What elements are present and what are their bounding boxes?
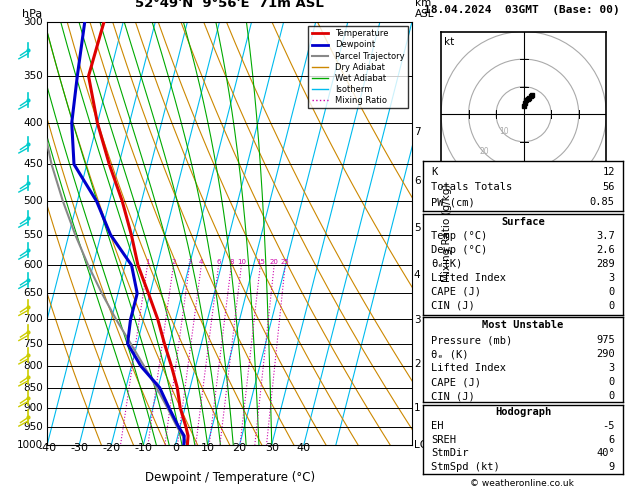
Text: 350: 350 xyxy=(23,71,43,81)
Text: 2: 2 xyxy=(414,359,420,369)
Text: 4: 4 xyxy=(199,260,204,265)
Text: Lifted Index: Lifted Index xyxy=(431,273,506,283)
Text: -40: -40 xyxy=(38,443,56,453)
Text: 10: 10 xyxy=(499,127,509,136)
Text: 3: 3 xyxy=(608,273,615,283)
Text: © weatheronline.co.uk: © weatheronline.co.uk xyxy=(470,479,574,486)
Text: SREH: SREH xyxy=(431,434,456,445)
Text: 950: 950 xyxy=(23,422,43,432)
Text: 0: 0 xyxy=(608,377,615,387)
Text: 650: 650 xyxy=(23,288,43,298)
Text: 2.6: 2.6 xyxy=(596,245,615,255)
Text: CIN (J): CIN (J) xyxy=(431,391,475,401)
Text: θₑ(K): θₑ(K) xyxy=(431,259,462,269)
Text: 12: 12 xyxy=(602,167,615,177)
Text: 0: 0 xyxy=(608,301,615,311)
Text: 500: 500 xyxy=(23,196,43,206)
Text: 850: 850 xyxy=(23,382,43,393)
Text: 3: 3 xyxy=(187,260,192,265)
Text: 10: 10 xyxy=(201,443,214,453)
Text: 5: 5 xyxy=(414,223,420,233)
Text: Totals Totals: Totals Totals xyxy=(431,182,513,192)
Text: -30: -30 xyxy=(70,443,88,453)
Text: 9: 9 xyxy=(608,462,615,472)
Text: 550: 550 xyxy=(23,230,43,240)
Text: PW (cm): PW (cm) xyxy=(431,197,475,207)
Text: CIN (J): CIN (J) xyxy=(431,301,475,311)
Text: 450: 450 xyxy=(23,159,43,169)
Text: 6: 6 xyxy=(216,260,221,265)
Text: 56: 56 xyxy=(602,182,615,192)
Text: EH: EH xyxy=(431,421,444,431)
Text: 4: 4 xyxy=(414,270,420,279)
Text: 8: 8 xyxy=(229,260,233,265)
Text: CAPE (J): CAPE (J) xyxy=(431,287,481,297)
Text: 900: 900 xyxy=(23,403,43,413)
Text: 6: 6 xyxy=(414,176,420,186)
Text: 52°49'N  9°56'E  71m ASL: 52°49'N 9°56'E 71m ASL xyxy=(135,0,324,10)
Text: 750: 750 xyxy=(23,339,43,348)
Legend: Temperature, Dewpoint, Parcel Trajectory, Dry Adiabat, Wet Adiabat, Isotherm, Mi: Temperature, Dewpoint, Parcel Trajectory… xyxy=(308,26,408,108)
Text: θₑ (K): θₑ (K) xyxy=(431,349,469,359)
Text: Dewpoint / Temperature (°C): Dewpoint / Temperature (°C) xyxy=(145,471,314,485)
Text: 0: 0 xyxy=(608,391,615,401)
Text: 20: 20 xyxy=(233,443,247,453)
Text: 975: 975 xyxy=(596,335,615,345)
Text: 40: 40 xyxy=(297,443,311,453)
Text: -20: -20 xyxy=(103,443,120,453)
Text: km
ASL: km ASL xyxy=(415,0,435,19)
Text: 700: 700 xyxy=(23,314,43,325)
Text: CAPE (J): CAPE (J) xyxy=(431,377,481,387)
Text: 30: 30 xyxy=(265,443,279,453)
Text: StmDir: StmDir xyxy=(431,448,469,458)
Text: 20: 20 xyxy=(270,260,279,265)
Text: Most Unstable: Most Unstable xyxy=(482,320,564,330)
Text: 40°: 40° xyxy=(596,448,615,458)
Text: 6: 6 xyxy=(608,434,615,445)
Text: LCL: LCL xyxy=(414,440,433,450)
Text: Hodograph: Hodograph xyxy=(495,407,551,417)
Text: Lifted Index: Lifted Index xyxy=(431,364,506,373)
Text: 25: 25 xyxy=(281,260,289,265)
Text: 1: 1 xyxy=(145,260,150,265)
Text: 600: 600 xyxy=(23,260,43,270)
Text: 7: 7 xyxy=(414,127,420,138)
Text: 18.04.2024  03GMT  (Base: 00): 18.04.2024 03GMT (Base: 00) xyxy=(424,5,620,15)
Text: 3: 3 xyxy=(414,315,420,325)
Text: Dewp (°C): Dewp (°C) xyxy=(431,245,487,255)
Text: 290: 290 xyxy=(596,349,615,359)
Text: -10: -10 xyxy=(135,443,152,453)
Text: K: K xyxy=(431,167,438,177)
Text: 300: 300 xyxy=(23,17,43,27)
Text: 2: 2 xyxy=(171,260,175,265)
Text: 15: 15 xyxy=(256,260,265,265)
Text: kt: kt xyxy=(444,36,455,47)
Text: 3: 3 xyxy=(608,364,615,373)
Text: 1: 1 xyxy=(414,403,420,413)
Text: 20: 20 xyxy=(479,147,489,156)
Text: Temp (°C): Temp (°C) xyxy=(431,231,487,241)
Text: 3.7: 3.7 xyxy=(596,231,615,241)
Text: Pressure (mb): Pressure (mb) xyxy=(431,335,513,345)
Text: 0: 0 xyxy=(608,287,615,297)
Text: 10: 10 xyxy=(237,260,246,265)
Text: 800: 800 xyxy=(23,361,43,371)
Text: 0.85: 0.85 xyxy=(590,197,615,207)
Text: 0: 0 xyxy=(172,443,179,453)
Text: 289: 289 xyxy=(596,259,615,269)
Text: Surface: Surface xyxy=(501,217,545,227)
Text: 1000: 1000 xyxy=(17,440,43,450)
Text: hPa: hPa xyxy=(22,9,42,19)
Text: StmSpd (kt): StmSpd (kt) xyxy=(431,462,500,472)
Text: -5: -5 xyxy=(602,421,615,431)
Text: Mixing Ratio (g/kg): Mixing Ratio (g/kg) xyxy=(442,184,452,282)
Text: 400: 400 xyxy=(23,118,43,128)
